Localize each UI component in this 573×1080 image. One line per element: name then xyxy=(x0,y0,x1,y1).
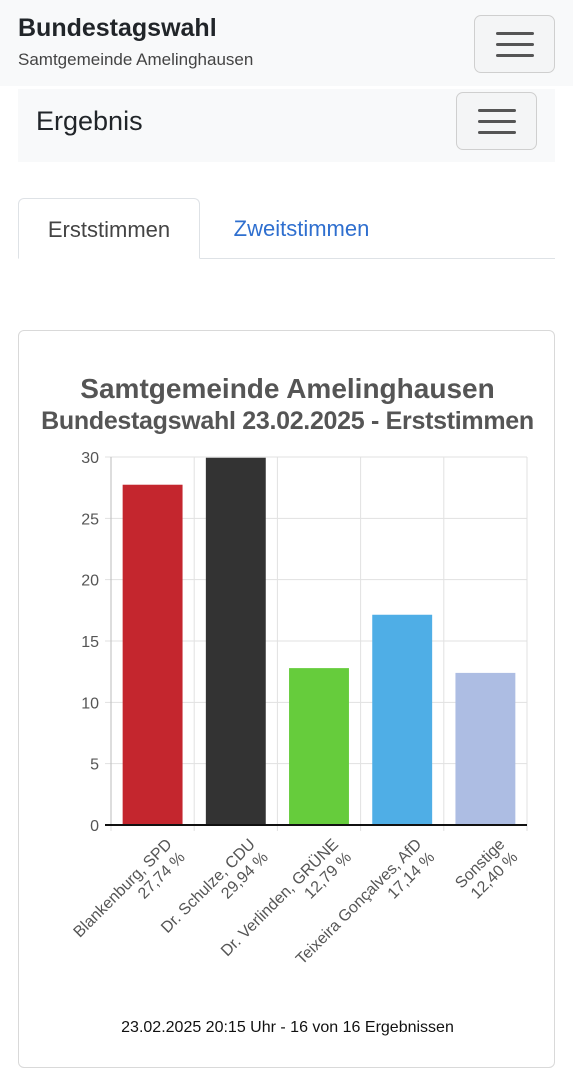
tab-zweitstimmen[interactable]: Zweitstimmen xyxy=(233,216,370,241)
y-tick-label: 5 xyxy=(90,757,99,774)
sub-menu-toggle-button[interactable] xyxy=(456,92,537,150)
bar-4 xyxy=(372,614,433,825)
main-menu-toggle-button[interactable] xyxy=(474,15,555,73)
x-tick-label: Blankenburg, SPD27,74 % xyxy=(71,836,189,954)
bar-5 xyxy=(455,672,516,825)
bar-1 xyxy=(122,484,183,825)
bar-3 xyxy=(289,668,349,825)
y-tick-label: 10 xyxy=(81,695,99,712)
y-tick-label: 15 xyxy=(81,634,99,651)
hamburger-icon xyxy=(496,32,534,35)
y-tick-label: 0 xyxy=(90,818,99,835)
bar-2 xyxy=(205,457,266,825)
chart-subtitle: Bundestagswahl 23.02.2025 - Erststimmen xyxy=(41,407,534,435)
tab-erststimmen[interactable]: Erststimmen xyxy=(18,198,200,259)
subnav-title[interactable]: Ergebnis xyxy=(36,106,143,136)
result-tabs: Erststimmen Zweitstimmen xyxy=(18,198,555,259)
x-tick-label: Sonstige12,40 % xyxy=(452,836,521,905)
tabs-divider xyxy=(18,258,555,259)
brand-title[interactable]: Bundestagswahl xyxy=(18,14,217,42)
result-timestamp: 23.02.2025 20:15 Uhr - 16 von 16 Ergebni… xyxy=(121,1019,454,1036)
brand-subtitle: Samtgemeinde Amelinghausen xyxy=(18,50,254,69)
chart-title: Samtgemeinde Amelinghausen xyxy=(80,373,495,404)
y-tick-label: 30 xyxy=(81,450,99,467)
y-tick-label: 20 xyxy=(81,573,99,590)
hamburger-icon xyxy=(478,109,516,112)
y-tick-label: 25 xyxy=(81,511,99,528)
top-navbar: Bundestagswahl Samtgemeinde Amelinghause… xyxy=(0,0,573,86)
chart-card: Samtgemeinde Amelinghausen Bundestagswah… xyxy=(18,330,555,1068)
